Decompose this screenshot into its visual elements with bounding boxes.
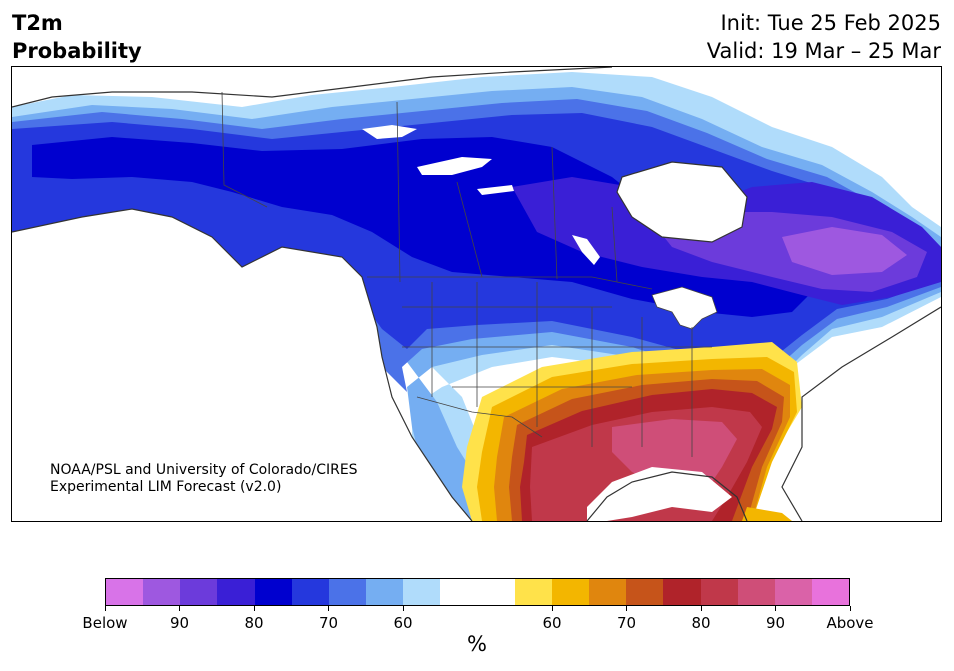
colorbar-swatch xyxy=(328,579,367,605)
colorbar-swatch xyxy=(774,579,812,605)
colorbar-swatch xyxy=(180,579,218,605)
colorbar-tick xyxy=(849,606,851,611)
province-border-1 xyxy=(396,101,401,283)
colorbar-swatch xyxy=(811,579,850,605)
colorbar-unit: % xyxy=(467,632,487,656)
gulf-of-mexico xyxy=(587,467,732,521)
pacific-ocean xyxy=(12,209,472,521)
colorbar xyxy=(105,578,850,606)
colorbar-swatch xyxy=(440,579,478,605)
colorbar-swatch xyxy=(254,579,292,605)
colorbar-tick xyxy=(551,606,553,611)
hudson-coast xyxy=(616,161,748,243)
great-slave-lake xyxy=(417,157,492,175)
date-info: Init: Tue 25 Feb 2025 Valid: 19 Mar – 25… xyxy=(707,9,941,65)
colorbar-tick-label: 90 xyxy=(169,614,190,632)
colorbar-swatch xyxy=(291,579,329,605)
colorbar-tick-label: 60 xyxy=(393,614,413,632)
colorbar-swatch xyxy=(737,579,775,605)
map-title: T2m Probability xyxy=(12,11,142,63)
colorbar-tick xyxy=(775,606,776,611)
colorbar-tick-label: Below xyxy=(82,614,128,632)
colorbar-tick-label: 90 xyxy=(765,614,786,632)
field-pink-cuba xyxy=(652,507,692,521)
colorbar-tick xyxy=(402,606,404,611)
colorbar-swatch xyxy=(366,579,404,605)
atlantic-coast xyxy=(781,306,941,521)
colorbar-tick xyxy=(700,606,702,611)
arctic-ocean xyxy=(12,67,941,107)
probability-map: NOAA/PSL and University of Colorado/CIRE… xyxy=(11,66,942,522)
province-border-2 xyxy=(456,181,483,278)
colorbar-swatch xyxy=(551,579,590,605)
field-orange-cuba xyxy=(742,507,792,521)
great-bear-lake xyxy=(362,125,417,139)
alaska-border xyxy=(221,91,268,208)
hudson-bay xyxy=(617,162,747,242)
coastlines xyxy=(12,67,941,521)
map-canvas xyxy=(12,67,941,521)
colorbar-swatch xyxy=(143,579,181,605)
field-violet-east xyxy=(782,227,907,275)
pacific-coast xyxy=(12,208,473,521)
atlantic-ocean xyxy=(782,307,941,521)
colorbar-tick xyxy=(253,606,255,611)
colorbar-tick-label: 70 xyxy=(318,614,339,632)
colorbar-tick-label: Above xyxy=(826,614,874,632)
colorbar-tick xyxy=(104,606,106,611)
colorbar-swatch xyxy=(477,579,515,605)
gulf-coast xyxy=(586,471,748,521)
init-date: Init: Tue 25 Feb 2025 xyxy=(720,11,941,35)
credit-line-1: NOAA/PSL and University of Colorado/CIRE… xyxy=(50,462,358,478)
mexico-border xyxy=(416,396,543,438)
great-lakes xyxy=(651,286,718,330)
colorbar-ticks: Below 90 80 70 60 60 70 80 90 Above xyxy=(0,606,954,636)
credit-line-2: Experimental LIM Forecast (v2.0) xyxy=(50,479,282,495)
valid-date: Valid: 19 Mar – 25 Mar xyxy=(706,39,941,63)
colorbar-tick-label: 80 xyxy=(244,614,264,632)
colorbar-swatch xyxy=(663,579,701,605)
colorbar-swatch xyxy=(106,579,144,605)
arctic-coast xyxy=(12,67,613,108)
province-border-4 xyxy=(611,206,618,283)
province-border-3 xyxy=(551,146,558,280)
field-dark-blue-core xyxy=(32,137,812,317)
colorbar-tick-label: 80 xyxy=(691,614,711,632)
colorbar-swatch xyxy=(626,579,664,605)
colorbar-tick-label: 70 xyxy=(616,614,637,632)
borders xyxy=(221,91,712,457)
us-canada-border xyxy=(367,276,653,290)
colorbar-tick xyxy=(328,606,329,611)
credit-text: NOAA/PSL and University of Colorado/CIRE… xyxy=(50,462,358,496)
lake-winnipeg xyxy=(572,235,600,265)
colorbar-swatch xyxy=(514,579,552,605)
colorbar-swatch xyxy=(700,579,738,605)
colorbar-tick xyxy=(179,606,180,611)
colorbar-swatch xyxy=(589,579,627,605)
colorbar-swatch xyxy=(217,579,255,605)
lake-athabasca xyxy=(477,185,514,195)
colorbar-tick xyxy=(626,606,627,611)
colorbar-tick-label: 60 xyxy=(542,614,562,632)
colorbar-swatch xyxy=(403,579,441,605)
